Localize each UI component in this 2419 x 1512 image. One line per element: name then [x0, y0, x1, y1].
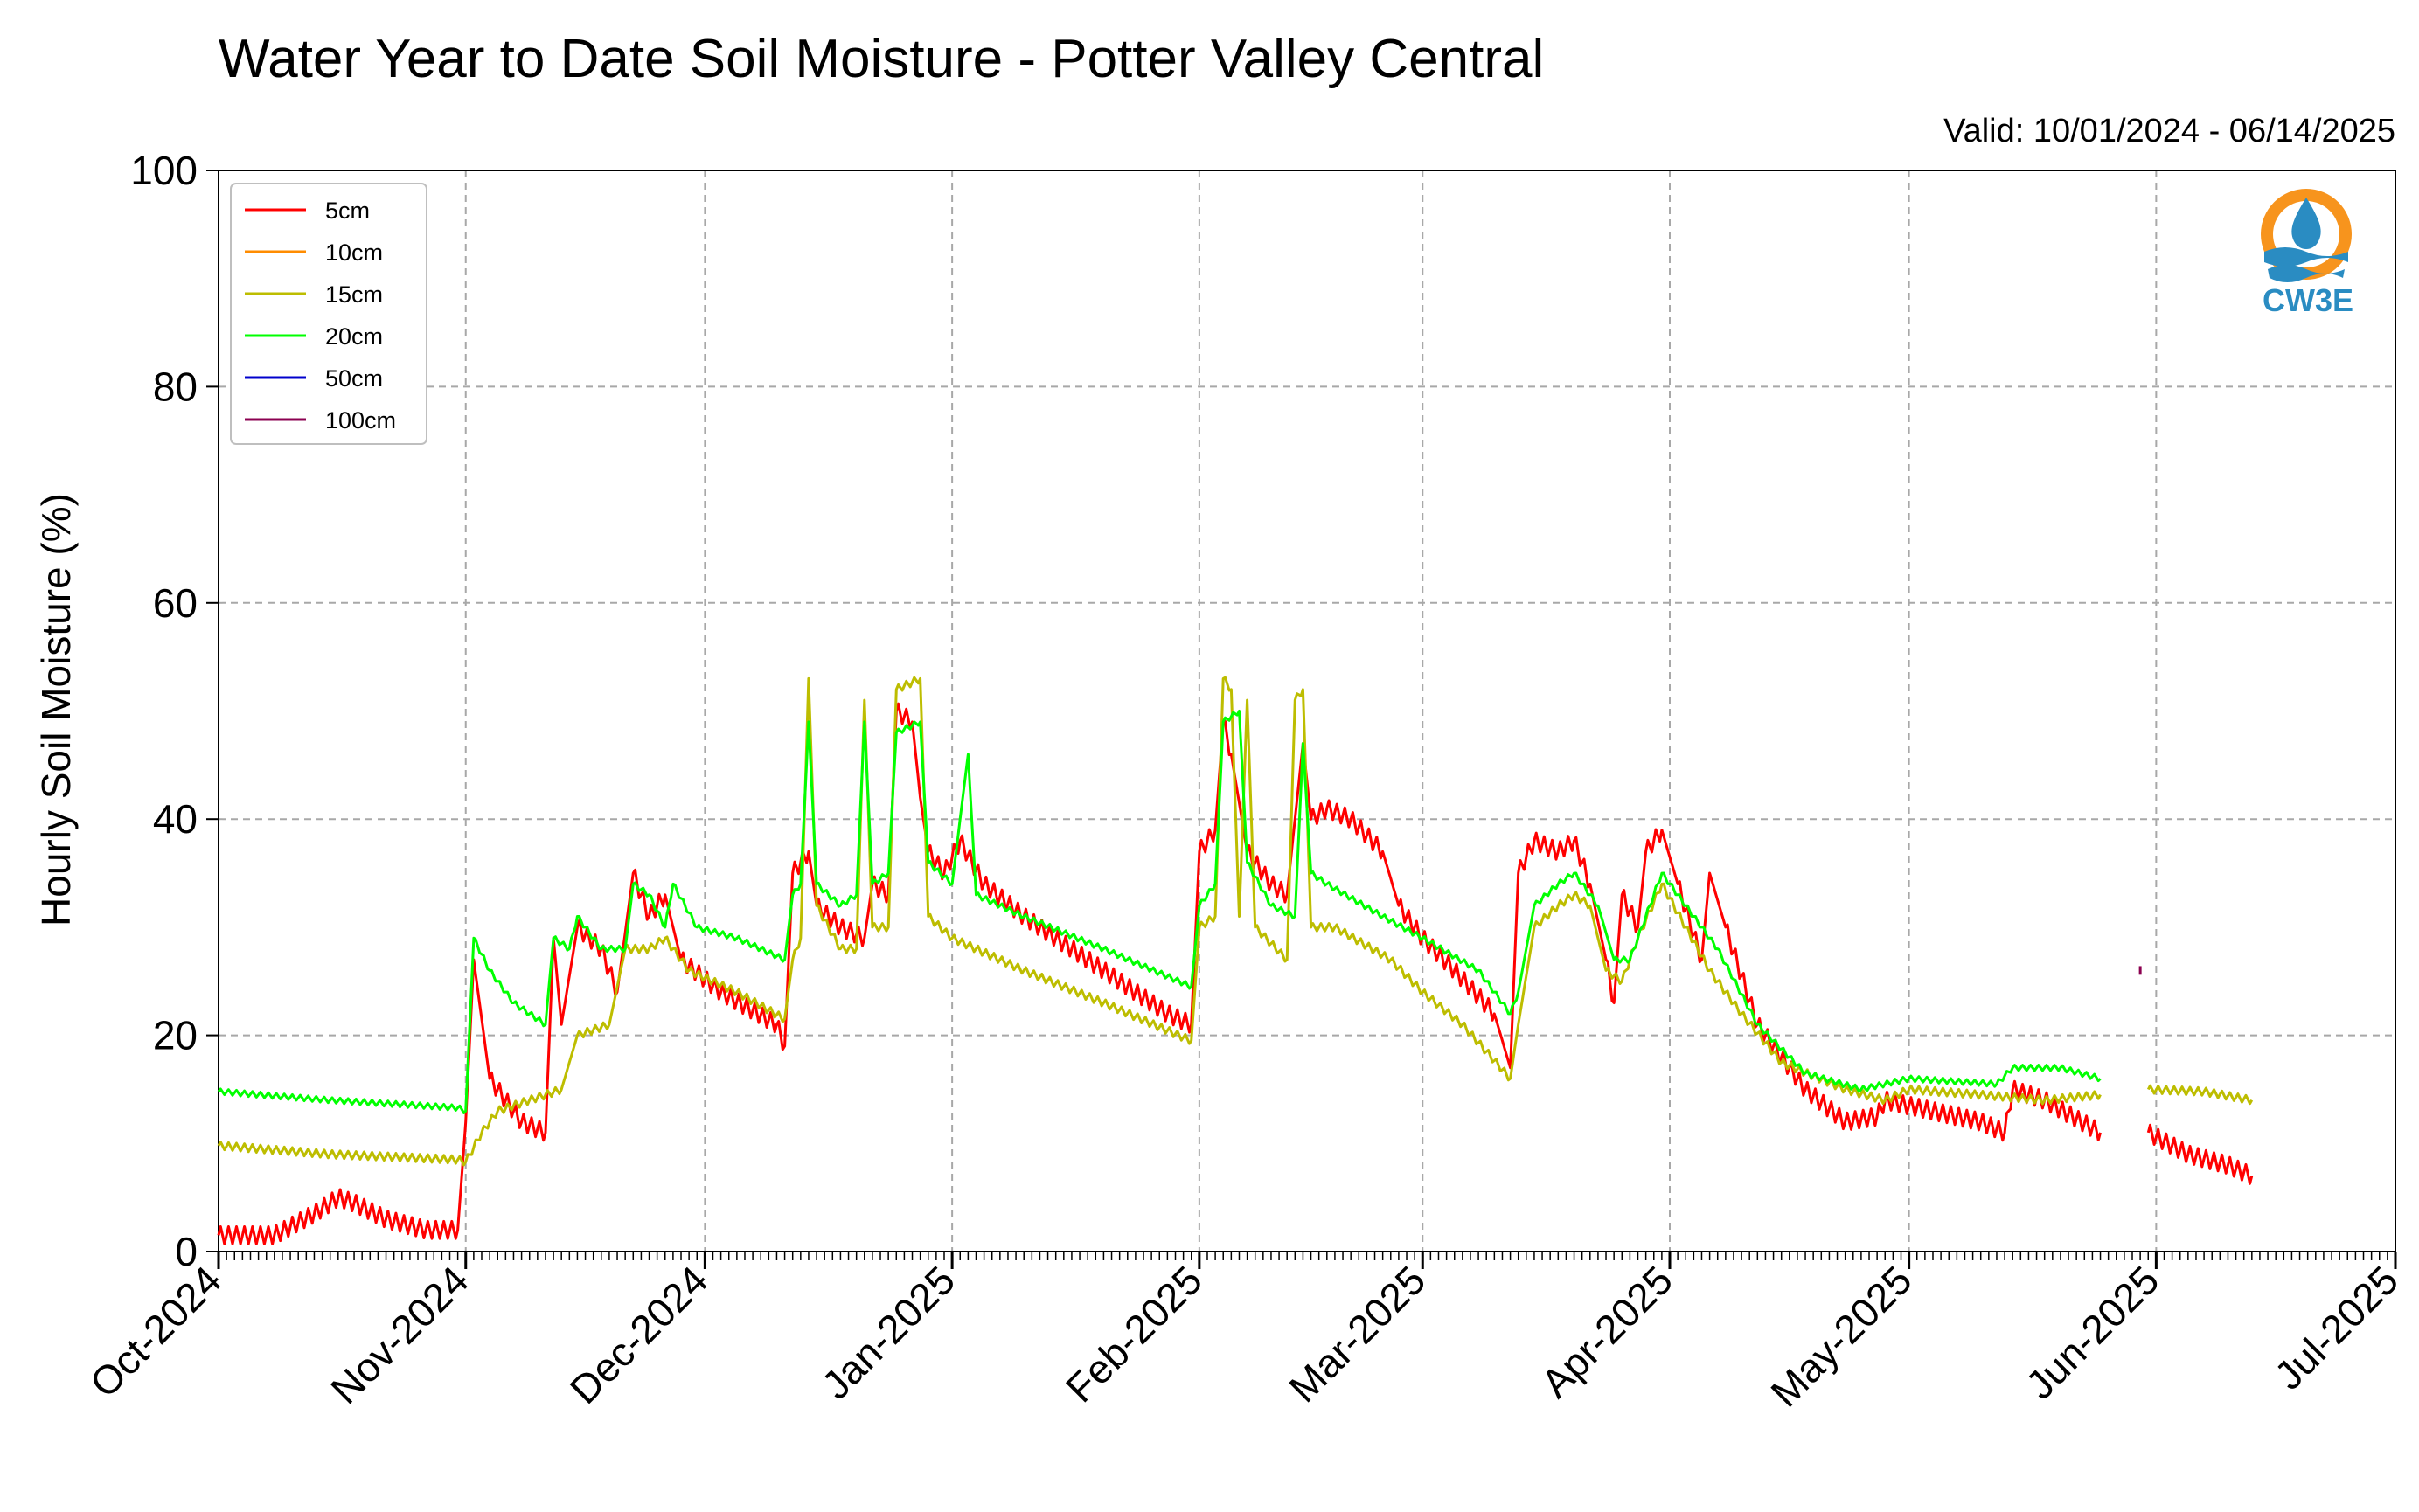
grid-layer — [219, 170, 2395, 1252]
legend-label-100cm: 100cm — [325, 407, 396, 433]
legend-label-20cm: 20cm — [325, 323, 383, 350]
y-tick-label: 40 — [153, 796, 198, 842]
chart-subtitle: Valid: 10/01/2024 - 06/14/2025 — [1943, 113, 2395, 149]
y-tick-label: 60 — [153, 580, 198, 626]
water-drop-icon — [2291, 198, 2321, 249]
y-tick-label: 0 — [175, 1229, 198, 1274]
series-layer — [217, 676, 2254, 1245]
legend: 5cm 10cm 15cm 20cm 50cm 100cm — [230, 183, 427, 445]
legend-label-5cm: 5cm — [325, 198, 370, 224]
series-line-15cm — [2146, 1084, 2254, 1106]
y-tick-label: 20 — [153, 1013, 198, 1058]
series-line-15cm — [217, 676, 2102, 1167]
y-tick-label: 80 — [153, 364, 198, 409]
legend-label-50cm: 50cm — [325, 365, 383, 392]
legend-label-10cm: 10cm — [325, 239, 383, 266]
legend-label-15cm: 15cm — [325, 281, 383, 308]
logo-label: CW3E — [2263, 282, 2353, 318]
wave-icon — [2264, 247, 2348, 267]
series-line-20cm — [217, 710, 2102, 1114]
plot-frame — [218, 170, 2396, 1252]
series-line-5cm — [217, 702, 2102, 1245]
legend-items: 5cm 10cm 15cm 20cm 50cm 100cm — [245, 198, 396, 433]
y-tick-label: 100 — [130, 148, 198, 193]
cw3e-logo: CW3E — [2261, 189, 2353, 318]
y-axis-label: Hourly Soil Moisture (%) — [33, 493, 79, 926]
chart-title: Water Year to Date Soil Moisture - Potte… — [219, 29, 1544, 89]
series-line-5cm — [2146, 1123, 2254, 1185]
